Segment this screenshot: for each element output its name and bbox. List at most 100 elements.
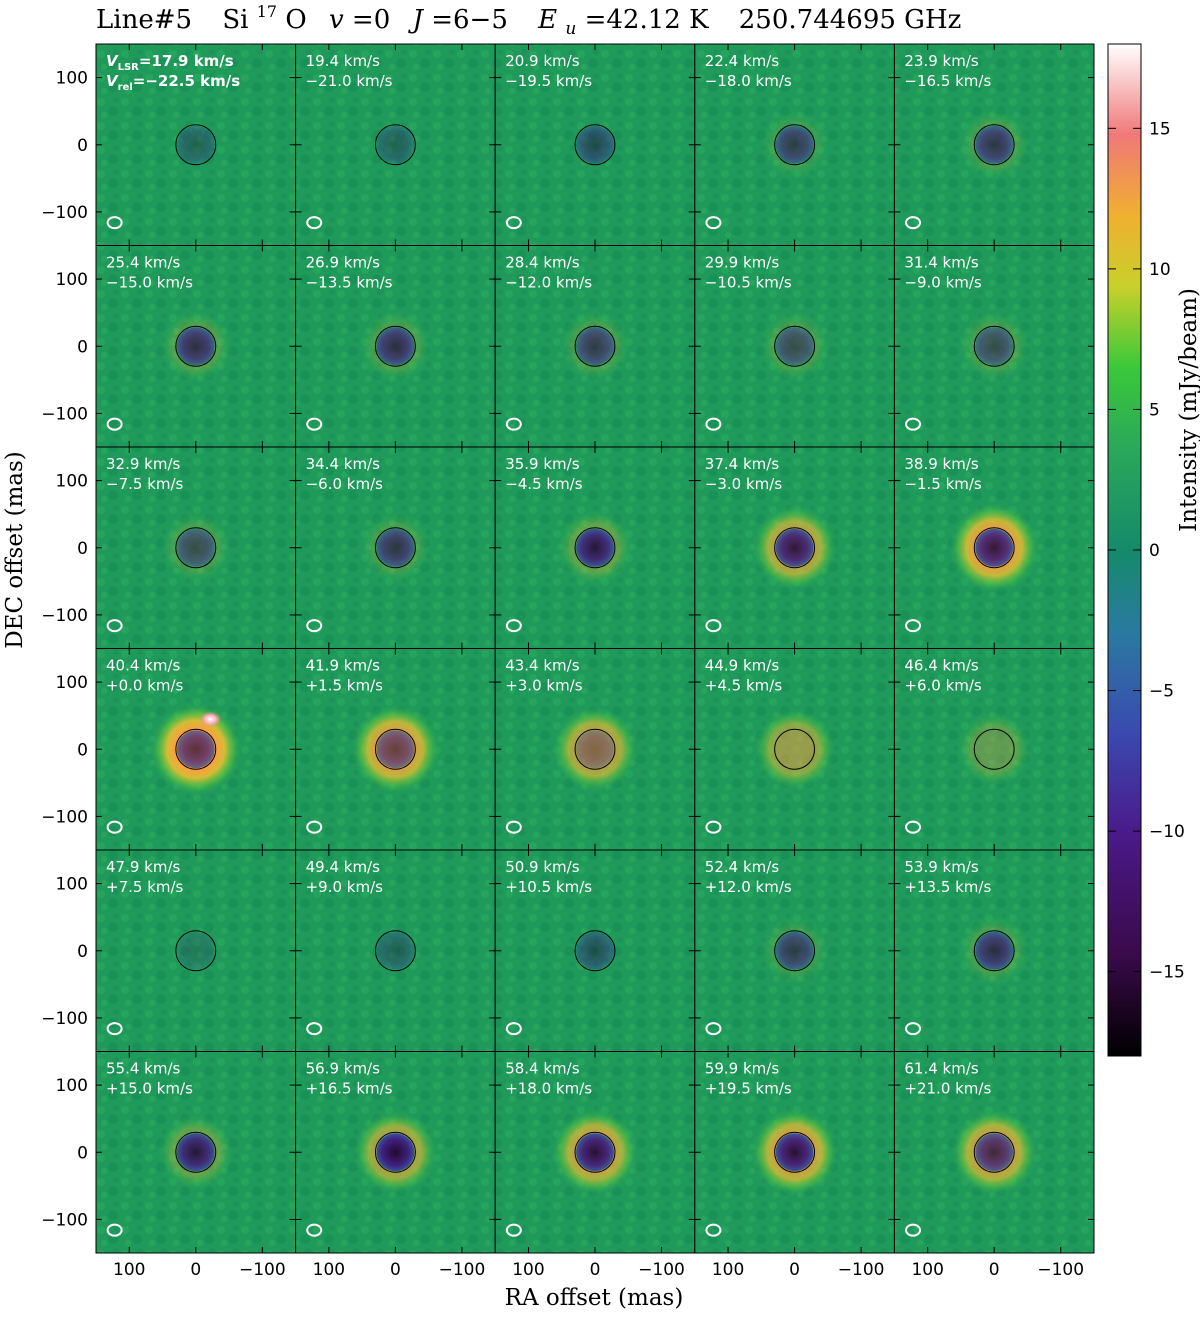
title-e-symbol: E (537, 5, 557, 35)
vrel-subscript: rel (118, 82, 133, 93)
beam-ellipse (106, 820, 123, 834)
beam-ellipse (905, 820, 922, 834)
panel-image (295, 44, 496, 246)
panel-vlsr-label: 19.4 km/s (306, 52, 381, 70)
channel-panel: 56.9 km/s +16.5 km/s 100 0 −100 (295, 1051, 496, 1280)
panel-image (694, 447, 895, 649)
colorbar-tick-label: 15 (1149, 119, 1171, 139)
panel-image (894, 1051, 1094, 1253)
stellar-disk-outline (374, 728, 416, 770)
absorption-disk (176, 730, 215, 769)
x-tick-label: −100 (439, 1260, 486, 1280)
beam-ellipse (306, 1223, 323, 1237)
panel-vrel-label: −7.5 km/s (106, 475, 184, 493)
beam-ellipse (306, 820, 323, 834)
vlsr-subscript: LSR (118, 62, 140, 73)
colorbar-tick-label: 0 (1149, 541, 1160, 561)
panel-vrel-label: −4.5 km/s (505, 475, 583, 493)
colorbar-tick-label: −15 (1149, 963, 1185, 983)
beam-ellipse (306, 417, 323, 431)
vlsr-symbol: V (106, 52, 119, 70)
panel-vrel-label: +0.0 km/s (106, 677, 184, 695)
stellar-disk-outline (175, 527, 217, 569)
stellar-disk-outline (175, 325, 217, 367)
beam-ellipse (505, 1022, 522, 1036)
absorption-disk (376, 1133, 415, 1172)
absorption-disk (576, 1133, 614, 1172)
channel-panel: 52.4 km/s +12.0 km/s (694, 849, 895, 1052)
panel-vrel-label: −1.5 km/s (904, 475, 982, 493)
panel-vrel-label: +7.5 km/s (106, 878, 184, 896)
channel-panel: 61.4 km/s +21.0 km/s 100 0 −100 (893, 1051, 1095, 1280)
absorption-disk (376, 125, 415, 164)
title-j-symbol: J (408, 5, 425, 35)
channel-panel: 38.9 km/s −1.5 km/s (893, 446, 1095, 649)
beam-ellipse (705, 417, 722, 431)
panel-vrel-label: +9.0 km/s (306, 878, 384, 896)
channel-panel: 23.9 km/s −16.5 km/s (893, 43, 1095, 246)
absorption-disk (176, 528, 215, 567)
channel-panel: 53.9 km/s +13.5 km/s (893, 849, 1095, 1052)
panel-vlsr-label: 46.4 km/s (904, 657, 979, 675)
panel-image (295, 447, 496, 649)
emission-peak (199, 711, 222, 728)
channel-panel: 29.9 km/s −10.5 km/s (694, 245, 895, 448)
emission-ring (955, 710, 1033, 788)
panel-image (295, 850, 496, 1052)
stellar-disk-outline (973, 1131, 1015, 1173)
x-tick-label: −100 (239, 1260, 286, 1280)
vrel-value: =−22.5 km/s (133, 72, 240, 90)
panel-vlsr-label: 22.4 km/s (705, 52, 780, 70)
x-tick-label: 100 (712, 1260, 744, 1280)
beam-ellipse (306, 619, 323, 633)
stellar-disk-outline (774, 124, 816, 166)
panel-vlsr-label: 53.9 km/s (904, 858, 979, 876)
panel-vrel-label: +6.0 km/s (904, 677, 982, 695)
stellar-disk-outline (374, 124, 416, 166)
title-line-id: Line#5 (96, 5, 192, 35)
colorbar-ticks: 15 10 5 0 −5 −10 −15 (1108, 119, 1185, 983)
x-tick-label: −100 (1037, 1260, 1084, 1280)
panel-vlsr-label: VLSR=17.9 km/s (106, 52, 234, 73)
absorption-disk (775, 528, 814, 567)
absorption-disk (176, 1133, 215, 1172)
beam-ellipse (705, 1223, 722, 1237)
panel-image (495, 447, 695, 649)
panel-vlsr-label: 32.9 km/s (106, 455, 181, 473)
beam-ellipse (705, 1022, 722, 1036)
panel-vlsr-label: 23.9 km/s (904, 52, 979, 70)
title-e-sub: u (565, 19, 576, 39)
figure-title: Line#5 Si 17 O v =0 J =6−5 E u =42.12 K … (96, 0, 961, 41)
channel-panel: 58.4 km/s +18.0 km/s 100 0 −100 (494, 1051, 696, 1280)
colorbar-label: Intensity (mJy/beam) (1176, 288, 1200, 532)
stellar-disk-outline (774, 527, 816, 569)
panel-vlsr-label: 50.9 km/s (505, 858, 580, 876)
channel-panel: 40.4 km/s +0.0 km/s 100 0 −100 (41, 648, 297, 851)
x-tick-label: 0 (989, 1260, 1000, 1280)
panel-image (96, 1051, 296, 1253)
absorption-disk (376, 730, 415, 769)
panel-image (96, 44, 296, 246)
panel-vlsr-label: 59.9 km/s (705, 1060, 780, 1078)
beam-ellipse (905, 216, 922, 230)
channel-panel: 22.4 km/s −18.0 km/s (694, 43, 895, 246)
panel-vlsr-label: 31.4 km/s (904, 254, 979, 272)
absorption-disk (975, 931, 1014, 970)
channel-panel: 50.9 km/s +10.5 km/s (494, 849, 696, 1052)
panel-vrel-label: −10.5 km/s (705, 274, 792, 292)
absorption-disk (576, 327, 614, 366)
panel-vlsr-label: 49.4 km/s (306, 858, 381, 876)
title-frequency: 250.744695 GHz (739, 5, 962, 35)
y-tick-label: −100 (41, 1009, 88, 1029)
title-j-value: =6−5 (431, 5, 508, 35)
absorption-disk (975, 125, 1014, 164)
panel-image (894, 648, 1094, 850)
vrel-symbol: V (106, 72, 119, 90)
beam-ellipse (106, 619, 123, 633)
channel-panel: 43.4 km/s +3.0 km/s (494, 648, 696, 851)
absorption-disk (176, 931, 215, 970)
panel-image (495, 850, 695, 1052)
colorbar-tick-label: 5 (1149, 400, 1160, 420)
x-tick-label: 0 (390, 1260, 401, 1280)
panel-vlsr-label: 43.4 km/s (505, 657, 580, 675)
